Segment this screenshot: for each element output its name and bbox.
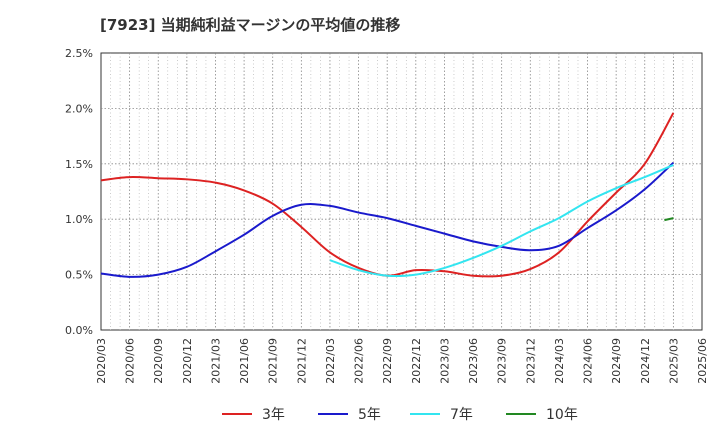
y-tick-label: 0.0% (65, 324, 93, 337)
x-tick-label: 2021/12 (295, 338, 308, 384)
x-tick-label: 2022/09 (381, 338, 394, 384)
x-tick-label: 2023/09 (496, 338, 509, 384)
series-line (329, 163, 674, 278)
x-tick-label: 2022/12 (410, 338, 423, 384)
y-tick-label: 0.5% (65, 269, 93, 282)
x-tick-label: 2020/03 (95, 338, 108, 384)
legend-label: 5年 (358, 407, 381, 423)
x-tick-label: 2020/06 (124, 338, 137, 384)
x-tick-label: 2021/03 (209, 338, 222, 384)
y-tick-label: 2.5% (65, 47, 93, 60)
x-tick-label: 2024/12 (639, 338, 652, 384)
y-tick-label: 1.5% (65, 158, 93, 171)
x-tick-label: 2023/12 (524, 338, 537, 384)
x-tick-label: 2022/03 (324, 338, 337, 384)
x-tick-label: 2022/06 (353, 338, 366, 384)
x-tick-label: 2025/06 (696, 338, 709, 384)
x-tick-label: 2021/09 (267, 338, 280, 384)
x-axis: 2020/03 2020/06 2020/09 2020/12 2021/03 2021/… (95, 338, 709, 384)
y-axis: 0.0% 0.5% 1.0% 1.5% 2.0% 2.5% (65, 47, 93, 337)
series-lines (100, 112, 675, 278)
x-tick-label: 2020/09 (152, 338, 165, 384)
x-tick-label: 2024/06 (582, 338, 595, 384)
y-tick-label: 1.0% (65, 213, 93, 226)
x-tick-label: 2023/03 (438, 338, 451, 384)
chart-title: [7923] 当期純利益マージンの平均値の推移 (100, 16, 401, 34)
series-line (100, 161, 675, 278)
legend-label: 3年 (262, 407, 285, 423)
x-tick-label: 2021/06 (238, 338, 251, 384)
plot-area (100, 52, 703, 331)
y-tick-label: 2.0% (65, 102, 93, 115)
x-tick-label: 2024/03 (553, 338, 566, 384)
x-tick-label: 2024/09 (610, 338, 623, 384)
series-line (664, 217, 674, 222)
x-tick-label: 2025/03 (667, 338, 680, 384)
plot-frame (100, 52, 703, 331)
x-tick-label: 2020/12 (181, 338, 194, 384)
x-tick-label: 2023/06 (467, 338, 480, 384)
legend: 3年 5年 7年 10年 (222, 407, 578, 423)
legend-label: 7年 (450, 407, 473, 423)
legend-label: 10年 (546, 407, 578, 423)
